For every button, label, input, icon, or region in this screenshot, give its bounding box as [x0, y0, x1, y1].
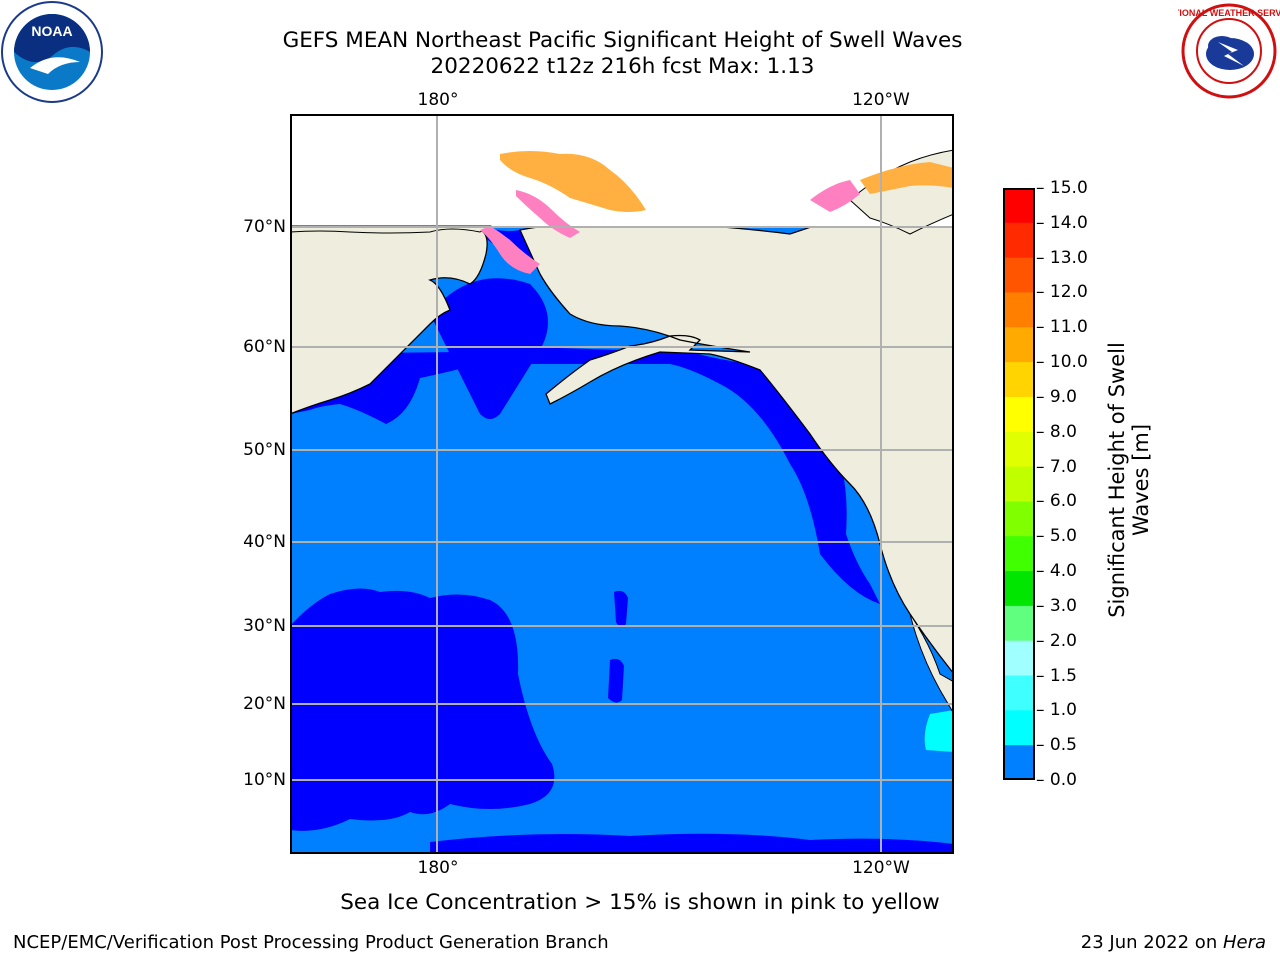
nws-logo: NATIONAL WEATHER SERVICE [1178, 3, 1280, 99]
land-baja [909, 613, 954, 715]
colorbar-tick-label: – 13.0 [1036, 247, 1088, 268]
colorbar-swatch [1003, 292, 1035, 328]
nws-logo-text: NATIONAL WEATHER SERVICE [1178, 8, 1280, 18]
colorbar-swatch [1003, 188, 1035, 224]
lat-label-70n: 70°N [243, 217, 286, 237]
colorbar-swatch [1003, 222, 1035, 259]
ocean-low-hawaii-n [614, 590, 628, 627]
sea-ice-pink-c [810, 180, 860, 212]
colorbar-label-line1: Significant Height of Swell [1105, 342, 1129, 618]
sea-ice-chukchi [500, 151, 646, 212]
noaa-logo-text: NOAA [31, 23, 72, 39]
colorbar-tick-label: – 8.0 [1036, 421, 1077, 442]
colorbar-swatch [1003, 710, 1035, 746]
colorbar-tick-label: – 12.0 [1036, 282, 1088, 303]
lon-label-bottom-120w: 120°W [852, 858, 910, 878]
sea-ice-pink-b [480, 226, 540, 274]
colorbar [1003, 188, 1035, 780]
colorbar-swatch [1003, 362, 1035, 398]
sea-ice-note: Sea Ice Concentration > 15% is shown in … [340, 890, 940, 915]
colorbar-tick-label: – 0.0 [1036, 770, 1077, 790]
colorbar-tick-label: – 0.5 [1036, 735, 1077, 756]
colorbar-tick-label: – 15.0 [1036, 178, 1088, 198]
colorbar-tick-label: – 1.0 [1036, 700, 1077, 721]
lat-label-60n: 60°N [243, 337, 286, 357]
colorbar-frame [1003, 188, 1035, 780]
graticule [290, 114, 954, 854]
lat-label-10n: 10°N [243, 770, 286, 790]
colorbar-swatch [1003, 257, 1035, 293]
colorbar-swatch [1003, 745, 1035, 780]
noaa-logo: NOAA [1, 1, 103, 103]
ocean-low-hawaii [608, 658, 624, 703]
colorbar-tick-label: – 3.0 [1036, 595, 1077, 616]
footer-date: 23 Jun 2022 on [1080, 932, 1223, 953]
ocean-low-bering [430, 278, 548, 419]
lat-label-40n: 40°N [243, 532, 286, 552]
lat-label-30n: 30°N [243, 616, 286, 636]
colorbar-swatch [1003, 605, 1035, 642]
map-subtitle: 20220622 t12z 216h fcst Max: 1.13 [430, 54, 815, 79]
colorbar-label: Significant Height of Swell Waves [m] [1105, 342, 1153, 618]
colorbar-label-line2: Waves [m] [1129, 424, 1153, 536]
colorbar-tick-label: – 10.0 [1036, 352, 1088, 373]
lon-label-bottom-180: 180° [417, 858, 459, 878]
colorbar-tick-label: – 2.0 [1036, 630, 1077, 651]
footer-host: Hera [1222, 932, 1266, 953]
map-title: GEFS MEAN Northeast Pacific Significant … [282, 28, 963, 53]
ocean-low-sw [290, 588, 555, 831]
colorbar-tick-label: – 14.0 [1036, 212, 1088, 233]
colorbar-swatch [1003, 640, 1035, 677]
colorbar-swatch [1003, 431, 1035, 468]
footer-left: NCEP/EMC/Verification Post Processing Pr… [13, 932, 609, 953]
colorbar-tick-label: – 1.5 [1036, 665, 1077, 686]
colorbar-swatch [1003, 501, 1035, 537]
lon-label-top-120w: 120°W [852, 90, 910, 110]
colorbar-tick-label: – 9.0 [1036, 386, 1077, 407]
ocean-high-tropical [924, 710, 954, 752]
footer-right: 23 Jun 2022 on Hera [1081, 932, 1266, 953]
map-frame [290, 114, 954, 854]
lat-label-50n: 50°N [243, 440, 286, 460]
colorbar-swatch [1003, 675, 1035, 711]
colorbar-tick-label: – 6.0 [1036, 491, 1077, 512]
colorbar-tick-label: – 11.0 [1036, 317, 1088, 338]
colorbar-swatch [1003, 466, 1035, 502]
ocean-low-s [430, 833, 954, 854]
map-canvas [290, 114, 954, 854]
colorbar-swatches [1003, 188, 1035, 780]
colorbar-tick-label: – 5.0 [1036, 526, 1077, 547]
sea-ice-orange-c [860, 162, 954, 194]
colorbar-swatch [1003, 327, 1035, 363]
colorbar-tick-label: – 7.0 [1036, 456, 1077, 477]
land-siberia [290, 223, 493, 415]
colorbar-swatch [1003, 571, 1035, 607]
lat-label-20n: 20°N [243, 694, 286, 714]
lon-label-top-180: 180° [417, 90, 459, 110]
colorbar-swatch [1003, 396, 1035, 433]
colorbar-swatch [1003, 536, 1035, 572]
colorbar-tick-label: – 4.0 [1036, 561, 1077, 582]
